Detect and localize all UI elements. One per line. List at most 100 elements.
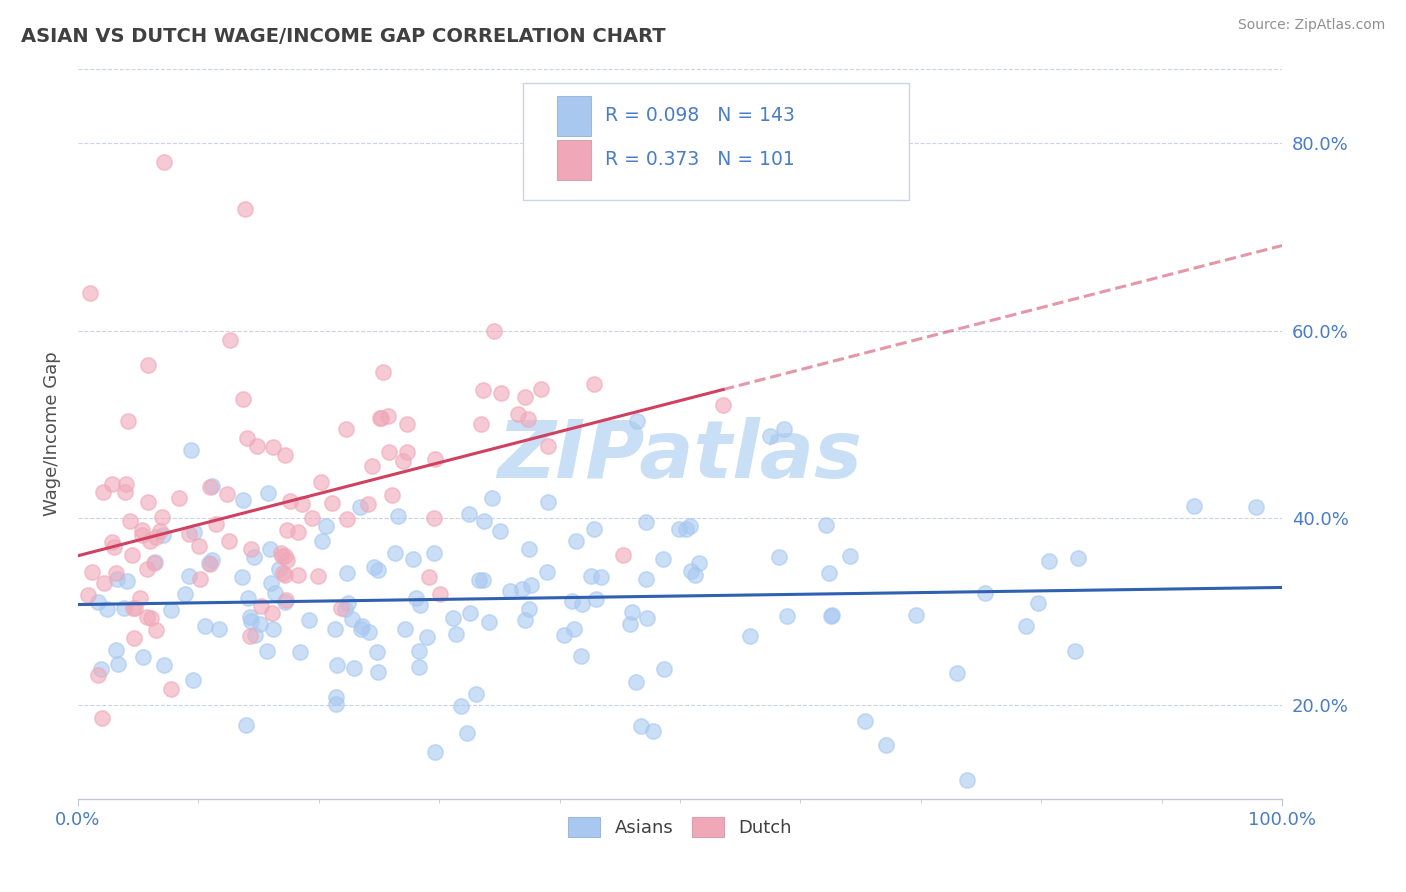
Point xyxy=(776,608,799,623)
Point xyxy=(853,714,876,728)
Point xyxy=(1028,596,1050,610)
Point xyxy=(276,523,298,537)
Point xyxy=(392,454,415,468)
Point xyxy=(131,528,153,542)
FancyBboxPatch shape xyxy=(557,140,591,180)
Point xyxy=(242,550,264,565)
Point xyxy=(626,414,648,428)
Text: R = 0.373   N = 101: R = 0.373 N = 101 xyxy=(606,151,794,169)
Point xyxy=(287,524,309,539)
Point xyxy=(218,333,240,347)
Point xyxy=(815,517,838,532)
Point xyxy=(378,445,401,459)
Point xyxy=(759,429,782,443)
Point xyxy=(246,439,269,453)
Point xyxy=(357,497,380,511)
Point xyxy=(105,643,128,657)
Point xyxy=(77,588,100,602)
Point xyxy=(441,611,464,625)
Point xyxy=(136,610,159,624)
Point xyxy=(553,628,575,642)
Point xyxy=(651,552,673,566)
Point xyxy=(235,718,257,732)
Point xyxy=(307,568,329,582)
Point xyxy=(484,324,506,338)
Point xyxy=(583,522,606,536)
Point xyxy=(520,578,543,592)
Point xyxy=(1064,644,1087,658)
Point xyxy=(335,602,357,616)
Point xyxy=(104,566,127,581)
Point xyxy=(456,725,478,739)
Point xyxy=(373,365,395,379)
Point xyxy=(634,572,657,586)
Point xyxy=(325,690,347,704)
Point xyxy=(105,572,128,586)
Point xyxy=(530,383,553,397)
Point xyxy=(290,497,312,511)
Point xyxy=(173,587,195,601)
Point xyxy=(499,583,522,598)
Point xyxy=(149,524,172,538)
Point xyxy=(513,390,536,404)
Point xyxy=(1244,500,1267,514)
Point xyxy=(571,598,593,612)
Legend: Asians, Dutch: Asians, Dutch xyxy=(561,809,800,845)
Point xyxy=(309,475,332,489)
Point xyxy=(489,385,512,400)
Point xyxy=(194,618,217,632)
Point xyxy=(197,556,219,570)
Point xyxy=(450,699,472,714)
Point xyxy=(274,549,297,563)
Point xyxy=(180,443,202,458)
FancyBboxPatch shape xyxy=(523,83,908,200)
FancyBboxPatch shape xyxy=(557,96,591,136)
Point xyxy=(508,408,530,422)
Point xyxy=(336,566,359,580)
Text: R = 0.098   N = 143: R = 0.098 N = 143 xyxy=(606,106,796,126)
Point xyxy=(236,591,259,605)
Point xyxy=(112,601,135,615)
Point xyxy=(87,595,110,609)
Point xyxy=(740,629,762,643)
Point xyxy=(1066,551,1088,566)
Point xyxy=(264,585,287,599)
Point xyxy=(205,517,228,532)
Point xyxy=(422,546,444,560)
Point xyxy=(471,383,494,397)
Point xyxy=(267,562,290,576)
Point xyxy=(425,745,447,759)
Point xyxy=(585,592,607,607)
Point xyxy=(188,539,211,553)
Point xyxy=(115,574,138,588)
Point xyxy=(150,510,173,524)
Point xyxy=(262,622,284,636)
Point xyxy=(273,567,295,582)
Point xyxy=(132,650,155,665)
Point xyxy=(91,711,114,725)
Point xyxy=(120,514,142,528)
Point xyxy=(510,582,533,596)
Point xyxy=(181,673,204,688)
Point xyxy=(773,422,796,436)
Point xyxy=(838,549,860,564)
Point xyxy=(619,616,641,631)
Point xyxy=(519,602,541,616)
Point xyxy=(114,476,136,491)
Point xyxy=(368,411,391,425)
Text: ASIAN VS DUTCH WAGE/INCOME GAP CORRELATION CHART: ASIAN VS DUTCH WAGE/INCOME GAP CORRELATI… xyxy=(21,27,665,45)
Point xyxy=(273,566,295,580)
Point xyxy=(464,687,486,701)
Point xyxy=(124,631,146,645)
Point xyxy=(350,622,373,636)
Text: Source: ZipAtlas.com: Source: ZipAtlas.com xyxy=(1237,18,1385,32)
Point xyxy=(101,535,124,549)
Point xyxy=(821,607,844,622)
Point xyxy=(129,591,152,606)
Point xyxy=(519,541,541,556)
Point xyxy=(429,587,451,601)
Point xyxy=(875,739,897,753)
Point xyxy=(326,658,349,673)
Point xyxy=(418,570,440,584)
Point xyxy=(198,557,221,571)
